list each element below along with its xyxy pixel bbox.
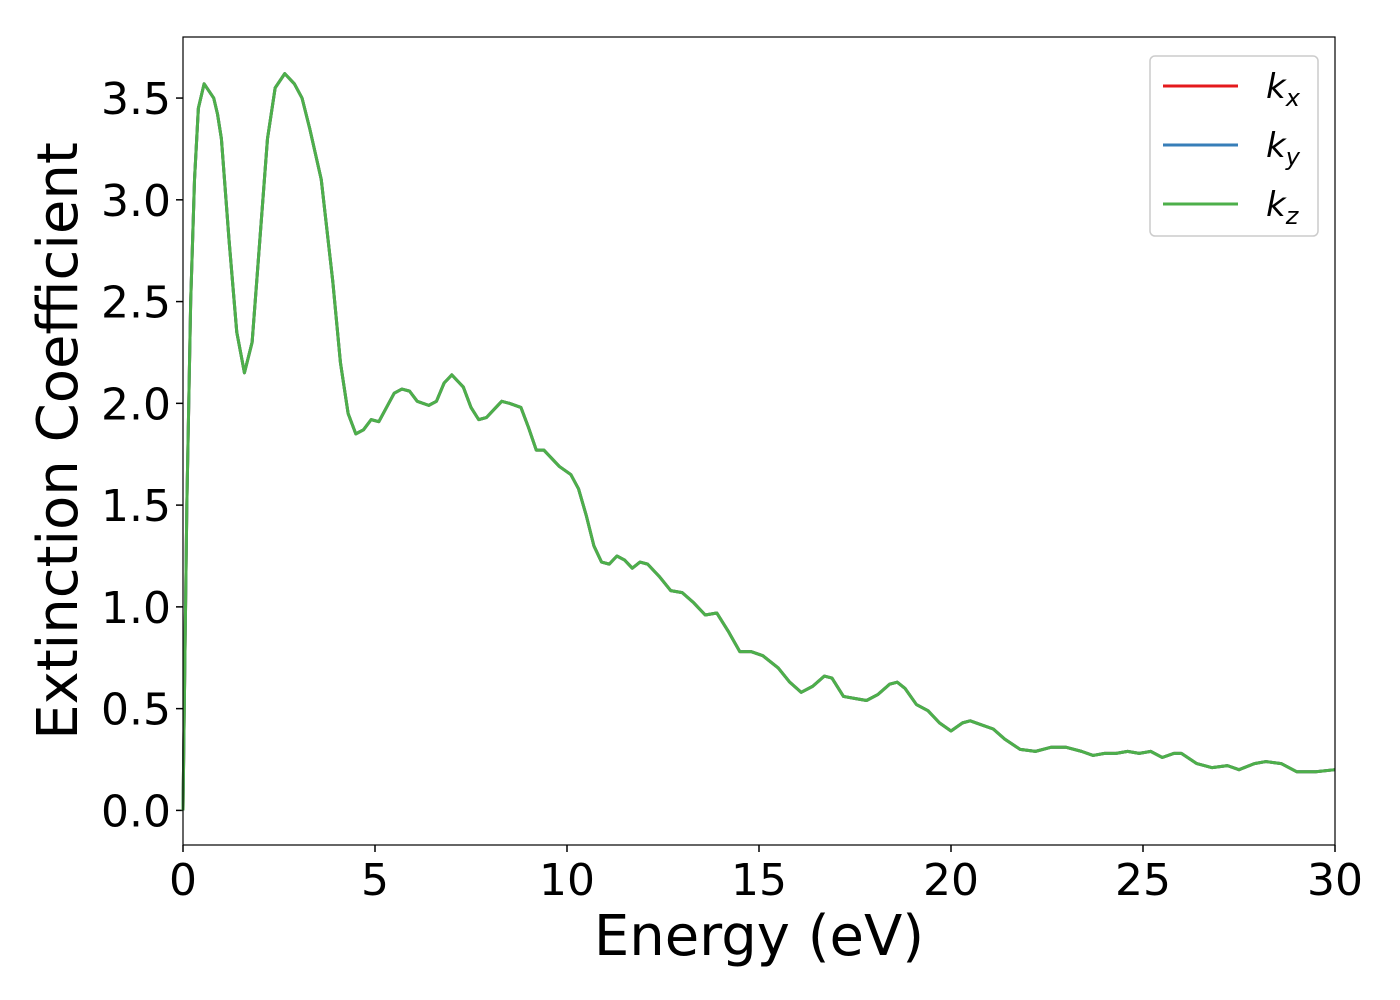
legend-label-main: k [1266,185,1287,225]
plot-frame [182,36,1336,846]
y-tick-label: 3.0 [101,176,171,227]
x-tick-label: 15 [731,855,787,906]
legend-label-main: k [1266,126,1287,166]
y-tick-label: 0.0 [101,786,171,837]
series-line [181,72,1336,811]
x-tick-label: 0 [169,855,197,906]
y-tick-label: 3.5 [101,74,171,125]
x-tick-label: 20 [923,855,979,906]
legend-label-sub: y [1285,143,1301,171]
y-tick-label: 1.0 [101,583,171,634]
y-tick-label: 1.5 [101,481,171,532]
legend-label: kz [1266,185,1300,230]
legend-label-main: k [1266,67,1287,107]
x-tick-label: 25 [1115,855,1171,906]
x-tick-label: 30 [1307,855,1363,906]
legend-label-sub: x [1285,84,1301,112]
legend-label: ky [1266,126,1301,171]
x-tick-label: 10 [539,855,595,906]
y-axis-label: Extinction Coefficient [26,142,91,740]
x-tick-label: 5 [361,855,389,906]
y-tick-label: 2.5 [101,278,171,329]
legend-label-sub: z [1285,202,1300,230]
y-tick-label: 2.0 [101,379,171,430]
legend-label: kx [1266,67,1301,112]
y-tick-label: 0.5 [101,685,171,736]
x-axis-label: Energy (eV) [594,904,924,969]
